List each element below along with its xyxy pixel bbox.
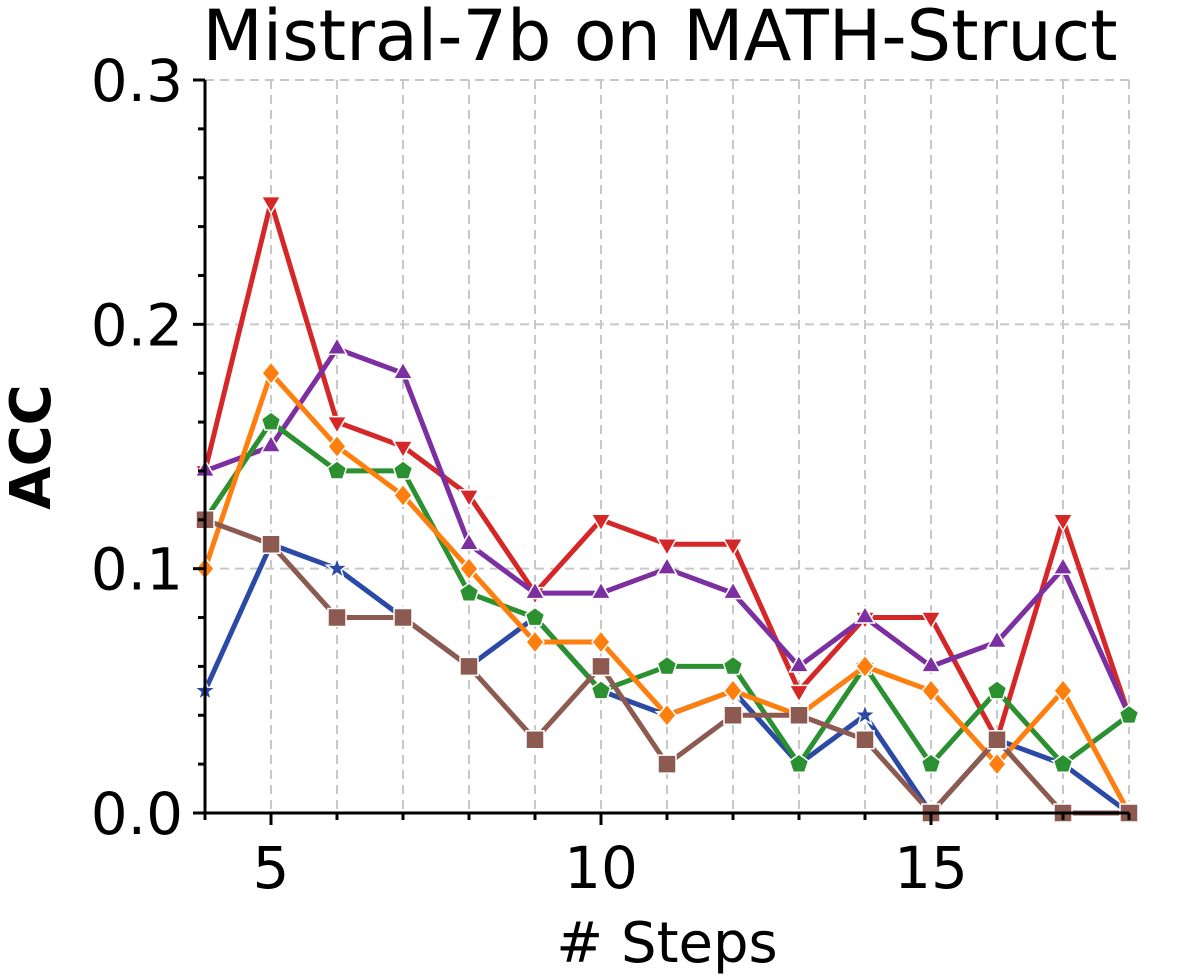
data-point-orange-diamond <box>723 678 743 704</box>
data-point-brown-square <box>723 705 743 726</box>
data-point-orange-diamond <box>591 629 611 655</box>
data-point-red-triangle-down <box>260 195 282 215</box>
y-tick-label: 0.3 <box>91 47 183 115</box>
data-point-red-triangle-down <box>326 415 348 435</box>
data-point-purple-triangle-up <box>524 580 546 600</box>
data-point-purple-triangle-up <box>1052 556 1074 575</box>
x-tick-label: 15 <box>894 834 968 902</box>
data-point-orange-diamond <box>525 629 545 655</box>
data-point-green-pentagon <box>524 606 546 627</box>
data-point-brown-square <box>525 729 545 750</box>
data-point-red-triangle-down <box>920 611 942 631</box>
data-point-green-pentagon <box>1052 753 1074 773</box>
data-point-brown-square <box>459 656 479 677</box>
data-point-brown-square <box>789 705 809 726</box>
y-axis-label: ACC <box>0 384 64 510</box>
data-point-purple-triangle-up <box>920 653 942 673</box>
data-point-red-triangle-down <box>590 513 612 533</box>
x-tick-label: 10 <box>564 834 638 902</box>
x-axis-label: # Steps <box>556 911 777 976</box>
data-point-purple-triangle-up <box>458 531 480 551</box>
data-point-red-triangle-down <box>788 684 810 704</box>
data-point-green-pentagon <box>920 753 942 773</box>
y-tick-label: 0.1 <box>91 536 183 604</box>
data-point-red-triangle-down <box>392 440 414 459</box>
data-point-orange-diamond <box>1053 678 1073 704</box>
data-point-orange-diamond <box>855 654 875 679</box>
data-point-green-pentagon <box>788 753 810 773</box>
data-point-green-pentagon <box>260 411 282 431</box>
data-point-purple-triangle-up <box>590 580 612 600</box>
data-point-orange-diamond <box>327 434 347 459</box>
data-point-brown-square <box>327 607 347 628</box>
chart-title: Mistral-7b on MATH-Struct <box>202 0 1117 77</box>
data-point-brown-square <box>855 729 875 750</box>
data-point-orange-diamond <box>393 483 413 508</box>
data-point-green-pentagon <box>722 655 744 676</box>
data-point-orange-diamond <box>987 751 1007 777</box>
data-point-green-pentagon <box>326 460 348 480</box>
data-point-orange-diamond <box>459 556 479 581</box>
y-tick-label: 0.0 <box>91 780 183 848</box>
data-point-brown-square <box>987 729 1007 750</box>
data-point-purple-triangle-up <box>656 556 678 575</box>
data-point-brown-square <box>393 607 413 628</box>
data-point-green-pentagon <box>656 655 678 676</box>
y-tick-label: 0.2 <box>91 291 183 359</box>
data-point-blue-star <box>852 702 878 726</box>
data-point-red-triangle-down <box>458 489 480 508</box>
data-point-red-triangle-down <box>1052 513 1074 533</box>
data-point-red-triangle-down <box>722 537 744 557</box>
data-point-purple-triangle-up <box>986 629 1008 649</box>
data-point-orange-diamond <box>261 361 281 386</box>
data-point-blue-star <box>324 555 350 580</box>
data-point-green-pentagon <box>986 679 1008 700</box>
axes: 5 10 15 0.0 0.1 0.2 0.3 <box>91 47 1131 902</box>
data-point-purple-triangle-up <box>722 580 744 600</box>
data-point-brown-square <box>657 754 677 774</box>
data-point-purple-triangle-up <box>326 336 348 356</box>
data-point-orange-diamond <box>657 703 677 728</box>
data-point-green-pentagon <box>458 582 480 602</box>
data-point-green-pentagon <box>590 679 612 700</box>
data-point-brown-square <box>261 534 281 554</box>
data-point-green-pentagon <box>392 460 414 480</box>
x-tick-label: 5 <box>253 834 290 902</box>
data-point-red-triangle-down <box>656 537 678 557</box>
data-point-purple-triangle-up <box>854 605 876 624</box>
data-point-purple-triangle-up <box>260 434 282 453</box>
data-point-green-pentagon <box>1118 704 1140 725</box>
data-point-orange-diamond <box>921 678 941 704</box>
data-point-purple-triangle-up <box>392 360 414 380</box>
data-point-brown-square <box>591 656 611 677</box>
data-point-purple-triangle-up <box>788 653 810 673</box>
